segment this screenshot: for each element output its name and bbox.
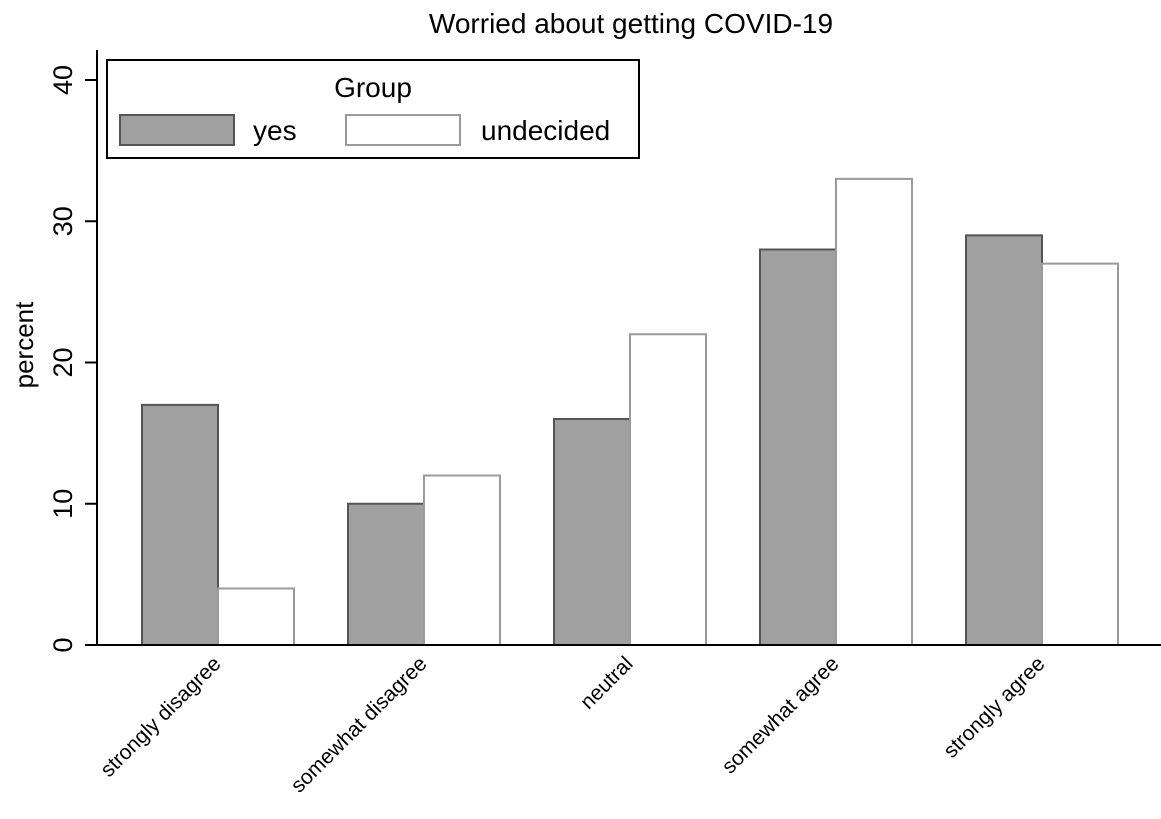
legend-swatch-yes [119, 114, 235, 146]
y-tick-label: 0 [48, 637, 78, 652]
legend: Group yes undecided [106, 59, 640, 159]
legend-label-yes: yes [253, 115, 297, 146]
bar-undecided-3 [835, 177, 913, 646]
bar-yes-3 [759, 248, 837, 646]
bar-undecided-0 [217, 587, 295, 646]
bar-yes-0 [141, 403, 219, 646]
bar-undecided-1 [423, 474, 501, 646]
legend-title: Group [334, 72, 412, 103]
bar-undecided-4 [1041, 262, 1119, 646]
bar-yes-1 [347, 502, 425, 646]
legend-label-undecided: undecided [481, 115, 610, 146]
bars-group [141, 177, 1119, 646]
x-tick-label: strongly agree [939, 652, 1049, 762]
bar-undecided-2 [629, 333, 707, 646]
chart-title: Worried about getting COVID-19 [429, 8, 833, 39]
y-tick-label: 30 [48, 206, 78, 236]
x-tick-label: strongly disagree [96, 652, 225, 781]
x-tick-label: somewhat disagree [287, 652, 432, 797]
bar-yes-4 [965, 234, 1043, 646]
y-tick-label: 20 [48, 347, 78, 377]
bar-yes-2 [553, 418, 631, 646]
x-tick-label: neutral [576, 652, 638, 714]
legend-swatch-undecided [345, 114, 461, 146]
y-tick-label: 10 [48, 489, 78, 519]
y-tick-label: 40 [48, 65, 78, 95]
y-axis-label: percent [9, 301, 39, 388]
x-tick-label: somewhat agree [717, 652, 843, 778]
